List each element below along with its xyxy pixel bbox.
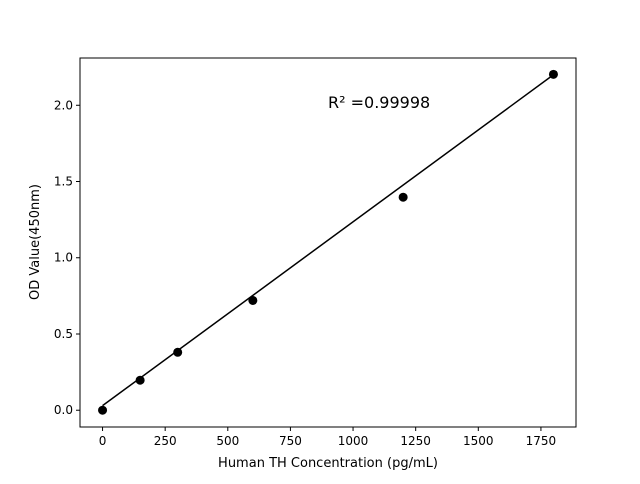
x-tick-label: 1500: [463, 434, 494, 448]
x-tick-label: 1000: [338, 434, 369, 448]
y-tick-label: 1.5: [54, 175, 73, 189]
x-axis-label: Human TH Concentration (pg/mL): [218, 456, 438, 471]
data-point: [548, 69, 558, 79]
y-axis-label: OD Value(450nm): [28, 184, 43, 300]
x-tick-label: 1750: [526, 434, 557, 448]
data-points: [98, 69, 558, 415]
x-tick-label: 250: [154, 434, 177, 448]
x-tick-label: 1250: [400, 434, 431, 448]
x-tick-label: 0: [99, 434, 107, 448]
x-tick-label: 750: [279, 434, 302, 448]
x-axis: 0 250 500 750 1000 1250 1500 1750: [99, 427, 556, 448]
plot-frame: [79, 57, 577, 428]
y-axis: 0.0 0.5 1.0 1.5 2.0: [54, 98, 80, 417]
data-point: [135, 375, 145, 385]
data-point: [248, 295, 258, 305]
fit-line: [102, 74, 554, 407]
y-tick-label: 1.0: [54, 251, 73, 265]
data-point: [398, 192, 408, 202]
y-tick-label: 2.0: [54, 98, 73, 112]
r-squared-annotation: R² =0.99998: [328, 93, 430, 112]
x-tick-label: 500: [216, 434, 239, 448]
y-tick-label: 0.0: [54, 403, 73, 417]
fit-line-group: [102, 74, 554, 407]
data-point: [98, 405, 108, 415]
y-tick-label: 0.5: [54, 327, 73, 341]
data-point: [173, 347, 183, 357]
